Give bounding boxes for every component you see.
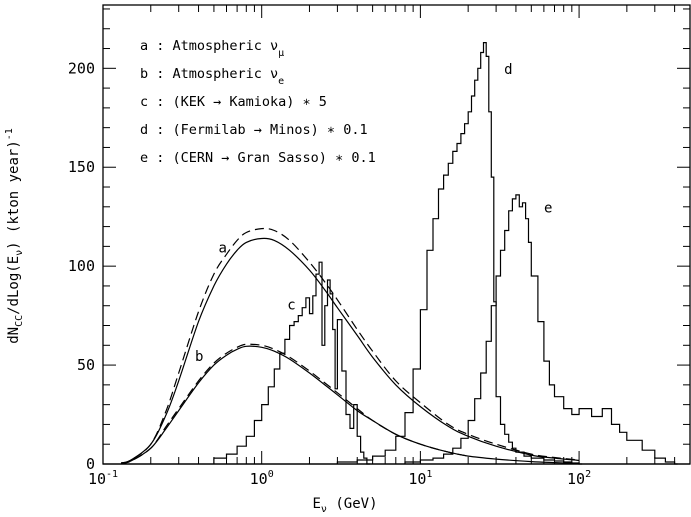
- x-tick-labels: 10-1 100 101 102: [88, 469, 591, 488]
- series-b: [120, 345, 580, 464]
- y-tick-label: 50: [77, 356, 95, 374]
- curve-label-e: e: [544, 201, 552, 217]
- legend-entry-a: a : Atmospheric νμ: [140, 38, 284, 59]
- legend-entry-b: b : Atmospheric νe: [140, 66, 284, 87]
- x-tick-label: 101: [408, 469, 432, 488]
- y-tick-label: 100: [68, 257, 95, 275]
- x-tick-label: 10-1: [88, 469, 118, 488]
- legend: a : Atmospheric νμ b : Atmospheric νe c : …: [140, 38, 376, 166]
- series-e: [404, 194, 678, 465]
- curve-label-b: b: [195, 349, 203, 365]
- series-d: [336, 42, 583, 465]
- series-a-dashed: [120, 227, 580, 464]
- x-tick-label: 100: [250, 469, 274, 488]
- y-tick-label: 150: [68, 158, 95, 176]
- legend-entry-e: e : (CERN → Gran Sasso) ∗ 0.1: [140, 150, 376, 166]
- legend-entry-d: d : (Fermilab → Minos) ∗ 0.1: [140, 122, 368, 138]
- y-tick-label: 0: [86, 455, 95, 473]
- y-tick-label: 200: [68, 59, 95, 77]
- y-tick-labels: 0 50 100 150 200: [68, 59, 95, 473]
- curve-label-a: a: [218, 240, 226, 256]
- y-axis-title: dNCC/dLog(Eν) (kton year)-1: [4, 128, 25, 344]
- data-curves: [103, 42, 690, 465]
- x-axis-title: Eν (GeV): [312, 496, 377, 515]
- curve-label-c: c: [287, 298, 295, 314]
- series-a: [120, 237, 580, 464]
- curve-label-d: d: [504, 62, 512, 78]
- series-c: [213, 261, 370, 465]
- curve-labels: a b c d e: [195, 62, 552, 365]
- series-b-dashed: [120, 343, 469, 464]
- x-tick-label: 102: [567, 469, 591, 488]
- svg-text:dNCC/dLog(Eν) (kton year)-: dNCC/dLog(Eν) (kton year)-1: [4, 128, 25, 344]
- legend-entry-c: c : (KEK → Kamioka) ∗ 5: [140, 94, 327, 110]
